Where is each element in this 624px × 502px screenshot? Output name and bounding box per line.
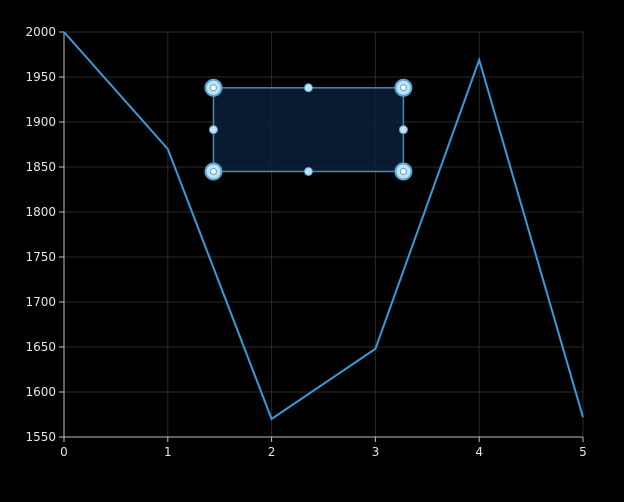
resize-handle-w[interactable] <box>209 126 217 134</box>
y-tick-label: 1950 <box>25 70 56 84</box>
y-tick-label: 1850 <box>25 160 56 174</box>
resize-handle-sw-dot <box>210 169 216 175</box>
y-tick-labels: 1550 1600 1650 1700 1750 1800 1850 1900 1950 2000 <box>25 25 56 444</box>
selection-box[interactable] <box>205 80 411 180</box>
resize-handle-s[interactable] <box>304 168 312 176</box>
y-tick-label: 1700 <box>25 295 56 309</box>
x-tick-label: 4 <box>475 445 483 459</box>
x-tick-label: 1 <box>164 445 172 459</box>
resize-handle-e[interactable] <box>399 126 407 134</box>
y-tick-label: 1900 <box>25 115 56 129</box>
resize-handle-n[interactable] <box>304 84 312 92</box>
resize-handle-se-dot <box>400 169 406 175</box>
y-tick-label: 2000 <box>25 25 56 39</box>
x-tick-label: 2 <box>268 445 276 459</box>
x-tick-label: 5 <box>579 445 587 459</box>
selection-rect[interactable] <box>213 88 403 172</box>
y-tick-label: 1750 <box>25 250 56 264</box>
x-tick-labels: 0 1 2 3 4 5 <box>60 445 587 459</box>
y-tick-label: 1800 <box>25 205 56 219</box>
y-tick-label: 1600 <box>25 385 56 399</box>
resize-handle-nw-dot <box>210 85 216 91</box>
y-tick-label: 1550 <box>25 430 56 444</box>
x-tick-label: 0 <box>60 445 68 459</box>
resize-handle-ne-dot <box>400 85 406 91</box>
x-tick-label: 3 <box>372 445 380 459</box>
y-tick-label: 1650 <box>25 340 56 354</box>
